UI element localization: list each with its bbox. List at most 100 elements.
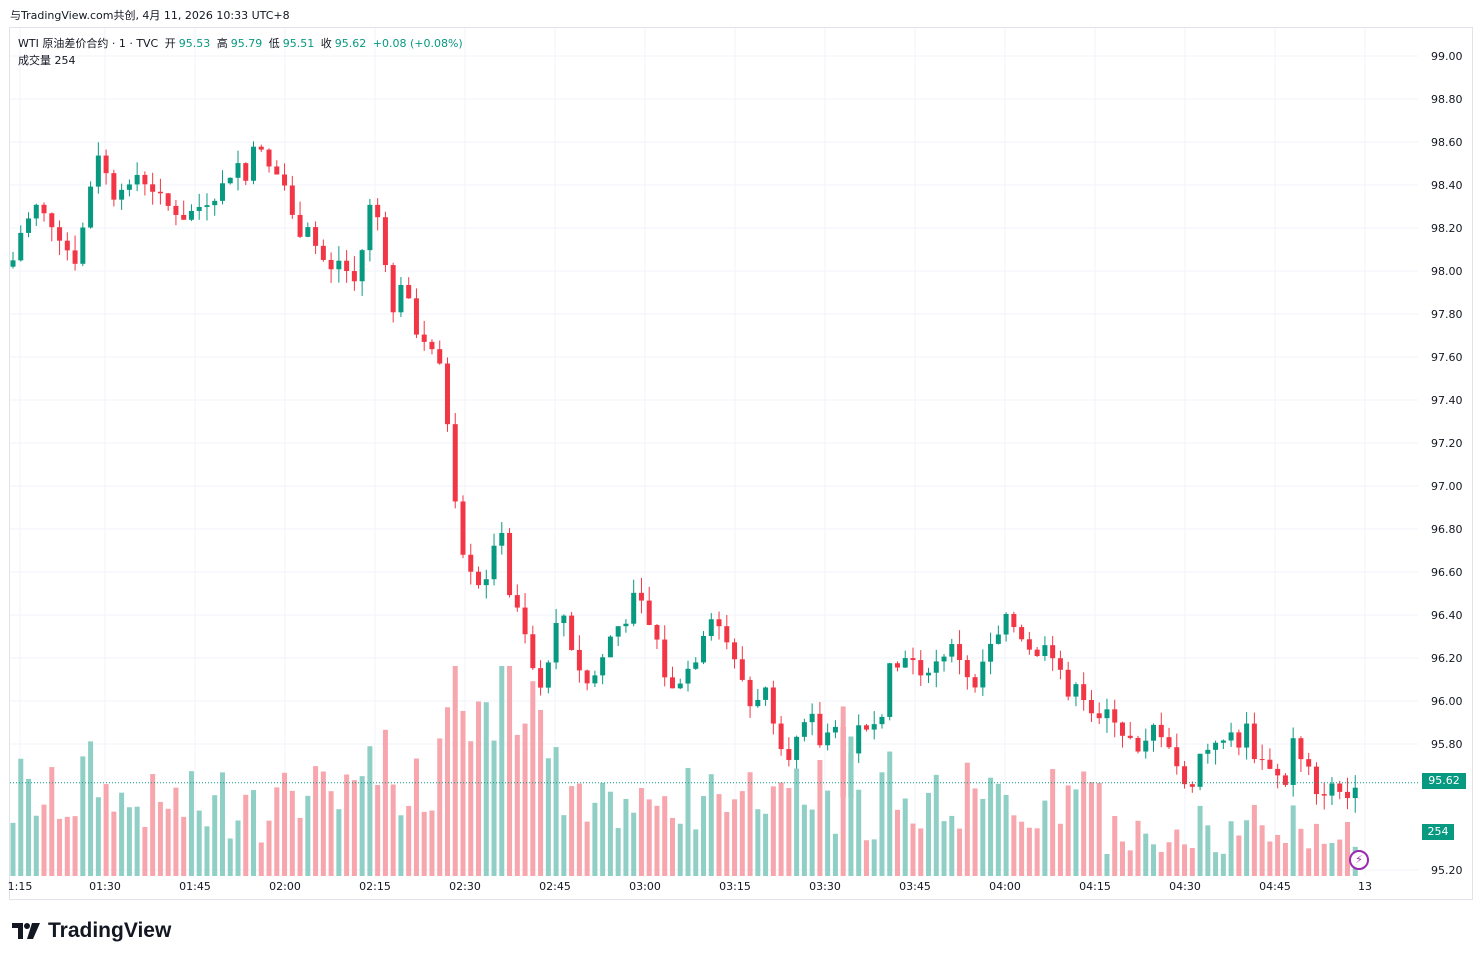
candle-body	[786, 749, 792, 760]
legend-close: 95.62	[334, 37, 367, 50]
candle-body	[235, 163, 241, 178]
candle-body	[1329, 783, 1335, 796]
tradingview-logo[interactable]: TradingView	[12, 919, 171, 943]
volume-bar	[514, 734, 520, 876]
y-tick-label: 98.80	[1431, 93, 1463, 106]
candle-body	[398, 284, 404, 313]
candle-body	[1236, 732, 1242, 748]
volume-bar	[964, 762, 970, 876]
volume-legend: 成交量 254	[18, 52, 76, 68]
candle-body	[933, 661, 939, 673]
y-tick-label: 98.20	[1431, 222, 1463, 235]
candle-body	[382, 217, 388, 266]
volume-bar	[1337, 839, 1343, 876]
volume-bar	[289, 790, 295, 876]
candle-body	[1251, 723, 1257, 760]
candle-body	[1313, 766, 1319, 795]
volume-bar	[126, 807, 132, 876]
volume-bar	[957, 828, 963, 876]
volume-bar	[328, 791, 334, 876]
candle-body	[530, 634, 536, 669]
candle-body	[320, 245, 326, 260]
last-price-label: 95.62	[1422, 773, 1466, 789]
candle-body	[778, 723, 784, 750]
volume-bar	[1251, 804, 1257, 876]
candle-body	[297, 214, 303, 237]
volume-bar	[701, 796, 707, 876]
candle-body	[88, 186, 94, 228]
chart-legend: WTI 原油差价合约 · 1 · TVC 开 95.53 高 95.79 低 95.5…	[18, 35, 466, 52]
candle-body	[794, 736, 800, 760]
volume-bar	[631, 812, 637, 876]
tradingview-brand: TradingView	[48, 919, 172, 942]
legend-symbol[interactable]: WTI 原油差价合约 · 1 · TVC	[18, 37, 159, 50]
volume-bar	[654, 805, 660, 876]
candle-body	[724, 626, 730, 643]
volume-bar	[1213, 852, 1219, 876]
candle-body	[1282, 775, 1288, 785]
volume-bar	[817, 760, 823, 876]
volume-bar	[33, 815, 39, 876]
candle-body	[1182, 766, 1188, 785]
volume-bar	[669, 817, 675, 876]
volume-bar	[941, 821, 947, 876]
volume-bar	[677, 823, 683, 876]
candle-body	[1197, 753, 1203, 787]
y-tick-label: 98.60	[1431, 136, 1463, 149]
y-tick-label: 96.80	[1431, 523, 1463, 536]
candle-body	[227, 177, 233, 184]
candle-body	[980, 661, 986, 688]
volume-bar	[638, 788, 644, 876]
volume-bar	[553, 747, 559, 876]
candle-body	[1019, 627, 1025, 640]
legend-low-label: 低	[268, 37, 280, 50]
legend-open-label: 开	[164, 37, 176, 50]
volume-bar	[879, 772, 885, 876]
x-tick-label: 04:15	[1079, 880, 1111, 893]
candle-body	[18, 232, 24, 261]
volume-bar	[157, 801, 163, 876]
candle-body	[646, 600, 652, 625]
volume-bar	[522, 723, 528, 876]
candle-body	[964, 660, 970, 678]
y-tick-label: 96.40	[1431, 609, 1463, 622]
candle-body	[972, 677, 978, 688]
candle-body	[669, 677, 675, 689]
candle-body	[1158, 724, 1164, 738]
volume-bar	[569, 786, 575, 876]
candle-body	[126, 184, 132, 190]
candle-body	[988, 643, 994, 662]
volume-bar	[359, 776, 365, 876]
volume-label[interactable]: 成交量	[18, 54, 51, 67]
candle-body	[623, 623, 629, 627]
candle-body	[181, 214, 187, 220]
candle-body	[809, 713, 815, 723]
volume-bar	[592, 802, 598, 876]
volume-bar	[545, 758, 551, 876]
volume-bar	[902, 798, 908, 876]
candle-body	[41, 204, 47, 214]
volume-bar	[1088, 782, 1094, 876]
volume-bar	[662, 796, 668, 876]
candle-body	[1143, 740, 1149, 752]
volume-bar	[840, 706, 846, 876]
volume-bar	[685, 767, 691, 876]
candle-body	[344, 260, 350, 272]
candle-body	[747, 679, 753, 707]
candle-body	[1337, 783, 1343, 792]
candle-body	[1088, 699, 1094, 714]
volume-bar	[80, 756, 86, 876]
candle-body	[33, 204, 39, 219]
x-tick-label: 04:45	[1259, 880, 1291, 893]
candle-body	[1174, 747, 1180, 767]
volume-bar	[491, 740, 497, 876]
candle-body	[576, 649, 582, 671]
volume-bar	[1259, 825, 1265, 876]
candle-body	[1352, 787, 1358, 799]
volume-bar	[600, 782, 606, 876]
volume-bar	[1127, 850, 1133, 876]
lightning-icon[interactable]: ⚡	[1349, 850, 1369, 870]
volume-bar	[72, 816, 78, 876]
x-tick-label: 03:15	[719, 880, 751, 893]
